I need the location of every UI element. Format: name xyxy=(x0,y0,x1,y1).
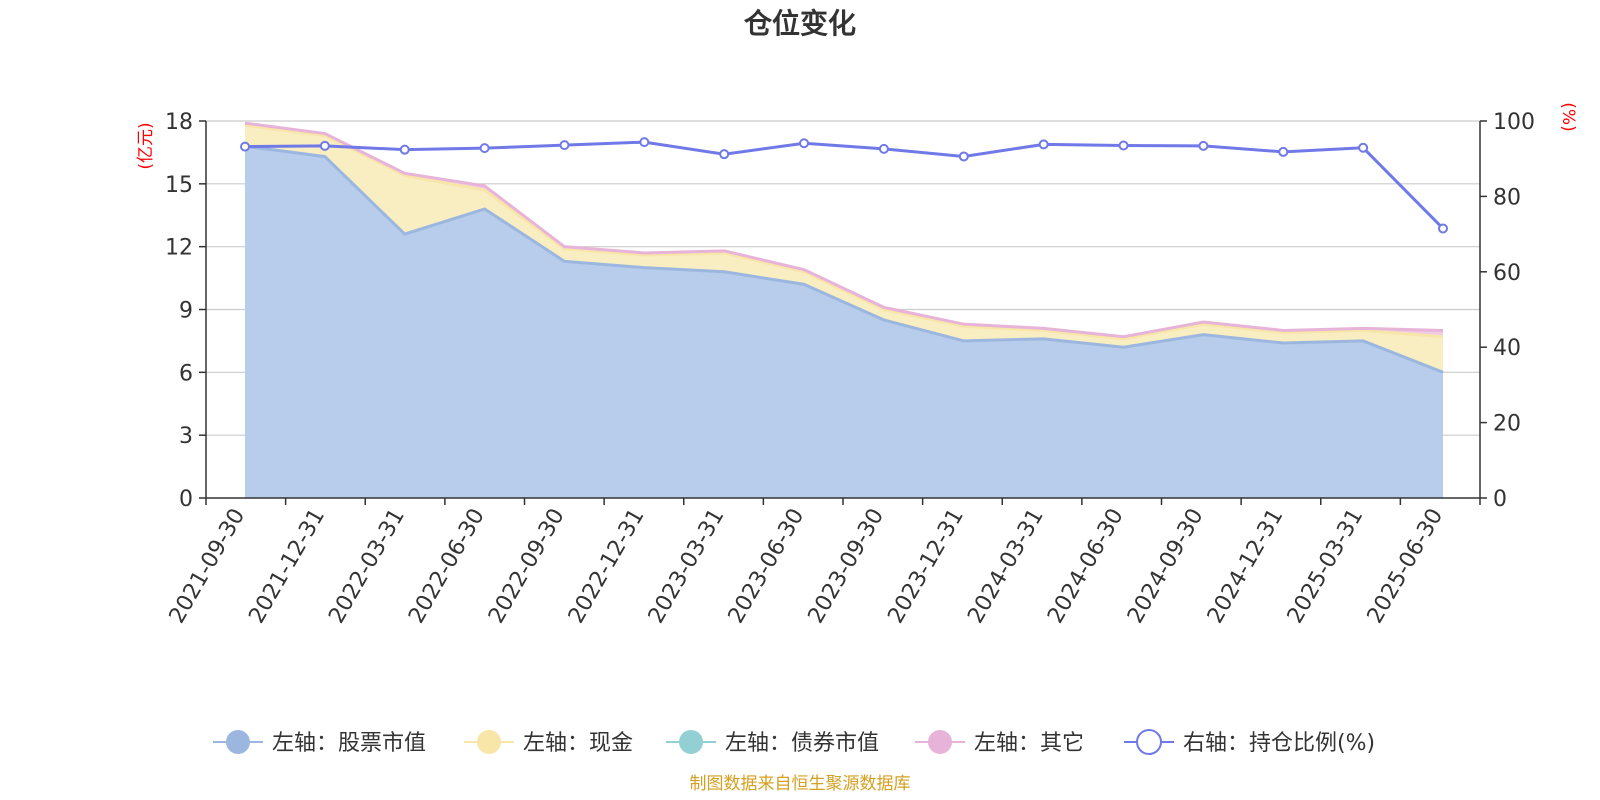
legend-item-5: 右轴：持仓比例(%) xyxy=(1124,729,1375,756)
legend-item-2: 左轴：现金 xyxy=(464,730,633,756)
holding-ratio-point xyxy=(1198,140,1209,151)
x-tick-label: 2024-09-30 xyxy=(1123,505,1209,628)
legend-swatch-marker xyxy=(928,730,952,754)
left-tick-label: 12 xyxy=(165,236,193,261)
x-tick-label: 2023-06-30 xyxy=(724,505,810,628)
holding-ratio-point xyxy=(799,138,810,149)
x-tick-label: 2023-12-31 xyxy=(883,505,969,628)
legend-label: 左轴：其它 xyxy=(974,731,1084,756)
holding-ratio-line-layer xyxy=(240,137,1448,234)
right-tick-label: 60 xyxy=(1493,261,1521,286)
legend-item-4: 左轴：其它 xyxy=(915,730,1084,756)
right-tick-label: 0 xyxy=(1493,487,1507,512)
holding-ratio-point xyxy=(878,143,889,154)
legend-swatch-marker xyxy=(1136,729,1162,755)
x-tick-label: 2024-12-31 xyxy=(1203,505,1289,628)
x-tick-label: 2022-09-30 xyxy=(484,505,570,628)
x-tick-label: 2025-03-31 xyxy=(1283,505,1369,628)
x-tick-label: 2023-03-31 xyxy=(644,505,730,628)
left-axis-unit: (亿元) xyxy=(136,122,156,169)
legend-swatch-marker xyxy=(477,730,501,754)
holding-ratio-point xyxy=(559,140,570,151)
legend-label: 左轴：股票市值 xyxy=(272,731,426,756)
area-top-line-2 xyxy=(244,123,1444,341)
left-tick-label: 0 xyxy=(179,487,193,512)
x-tick-label: 2025-06-30 xyxy=(1363,505,1449,628)
legend-label: 左轴：债券市值 xyxy=(725,731,879,756)
legend: 左轴：股票市值 左轴：现金 左轴：债券市值 左轴：其它 右轴：持仓比例(%) xyxy=(213,729,1375,756)
right-tick-label: 100 xyxy=(1493,110,1535,135)
area-top-line-4 xyxy=(244,121,1444,339)
area-top-line-1 xyxy=(244,144,1444,374)
holding-ratio-point xyxy=(399,144,410,155)
x-tick-label: 2022-12-31 xyxy=(564,505,650,628)
holding-ratio-point xyxy=(958,151,969,162)
legend-item-1: 左轴：股票市值 xyxy=(213,730,426,756)
holding-ratio-point xyxy=(1438,223,1448,234)
legend-label: 右轴：持仓比例(%) xyxy=(1183,731,1375,756)
holding-ratio-point xyxy=(639,137,650,148)
right-tick-label: 80 xyxy=(1493,185,1521,210)
left-tick-label: 15 xyxy=(165,173,193,198)
left-tick-label: 6 xyxy=(179,361,193,386)
x-tick-label: 2022-03-31 xyxy=(324,505,410,628)
left-tick-label: 18 xyxy=(165,110,193,135)
x-tick-label: 2021-12-31 xyxy=(244,505,330,628)
holding-ratio-point xyxy=(1038,139,1049,150)
holding-ratio-point xyxy=(1278,146,1289,157)
right-axis-unit: (%) xyxy=(1558,102,1578,131)
holding-ratio-point xyxy=(240,141,250,152)
stacked-area-layer xyxy=(244,121,1444,498)
right-tick-label: 20 xyxy=(1493,412,1521,437)
holding-ratio-point xyxy=(479,143,490,154)
legend-label: 左轴：现金 xyxy=(523,731,633,756)
x-tick-label: 2024-03-31 xyxy=(963,505,1049,628)
x-tick-label: 2023-09-30 xyxy=(804,505,890,628)
area-1 xyxy=(245,146,1443,498)
right-tick-label: 40 xyxy=(1493,336,1521,361)
holding-ratio-point xyxy=(1358,142,1369,153)
left-tick-label: 9 xyxy=(179,299,193,324)
x-tick-label: 2022-06-30 xyxy=(404,504,490,627)
holding-ratio-point xyxy=(719,149,730,160)
x-tick-label: 2021-09-30 xyxy=(165,505,251,628)
holding-ratio-point xyxy=(1118,140,1129,151)
x-tick-label: 2024-06-30 xyxy=(1043,505,1129,628)
chart-title: 仓位变化 xyxy=(744,7,856,40)
legend-swatch-marker xyxy=(226,730,250,754)
holding-ratio-line xyxy=(244,140,1445,230)
legend-item-3: 左轴：债券市值 xyxy=(666,730,879,756)
holding-ratio-point xyxy=(319,140,330,151)
left-tick-label: 3 xyxy=(179,424,193,449)
data-source-note: 制图数据来自恒生聚源数据库 xyxy=(690,774,911,794)
legend-swatch-marker xyxy=(679,730,703,754)
